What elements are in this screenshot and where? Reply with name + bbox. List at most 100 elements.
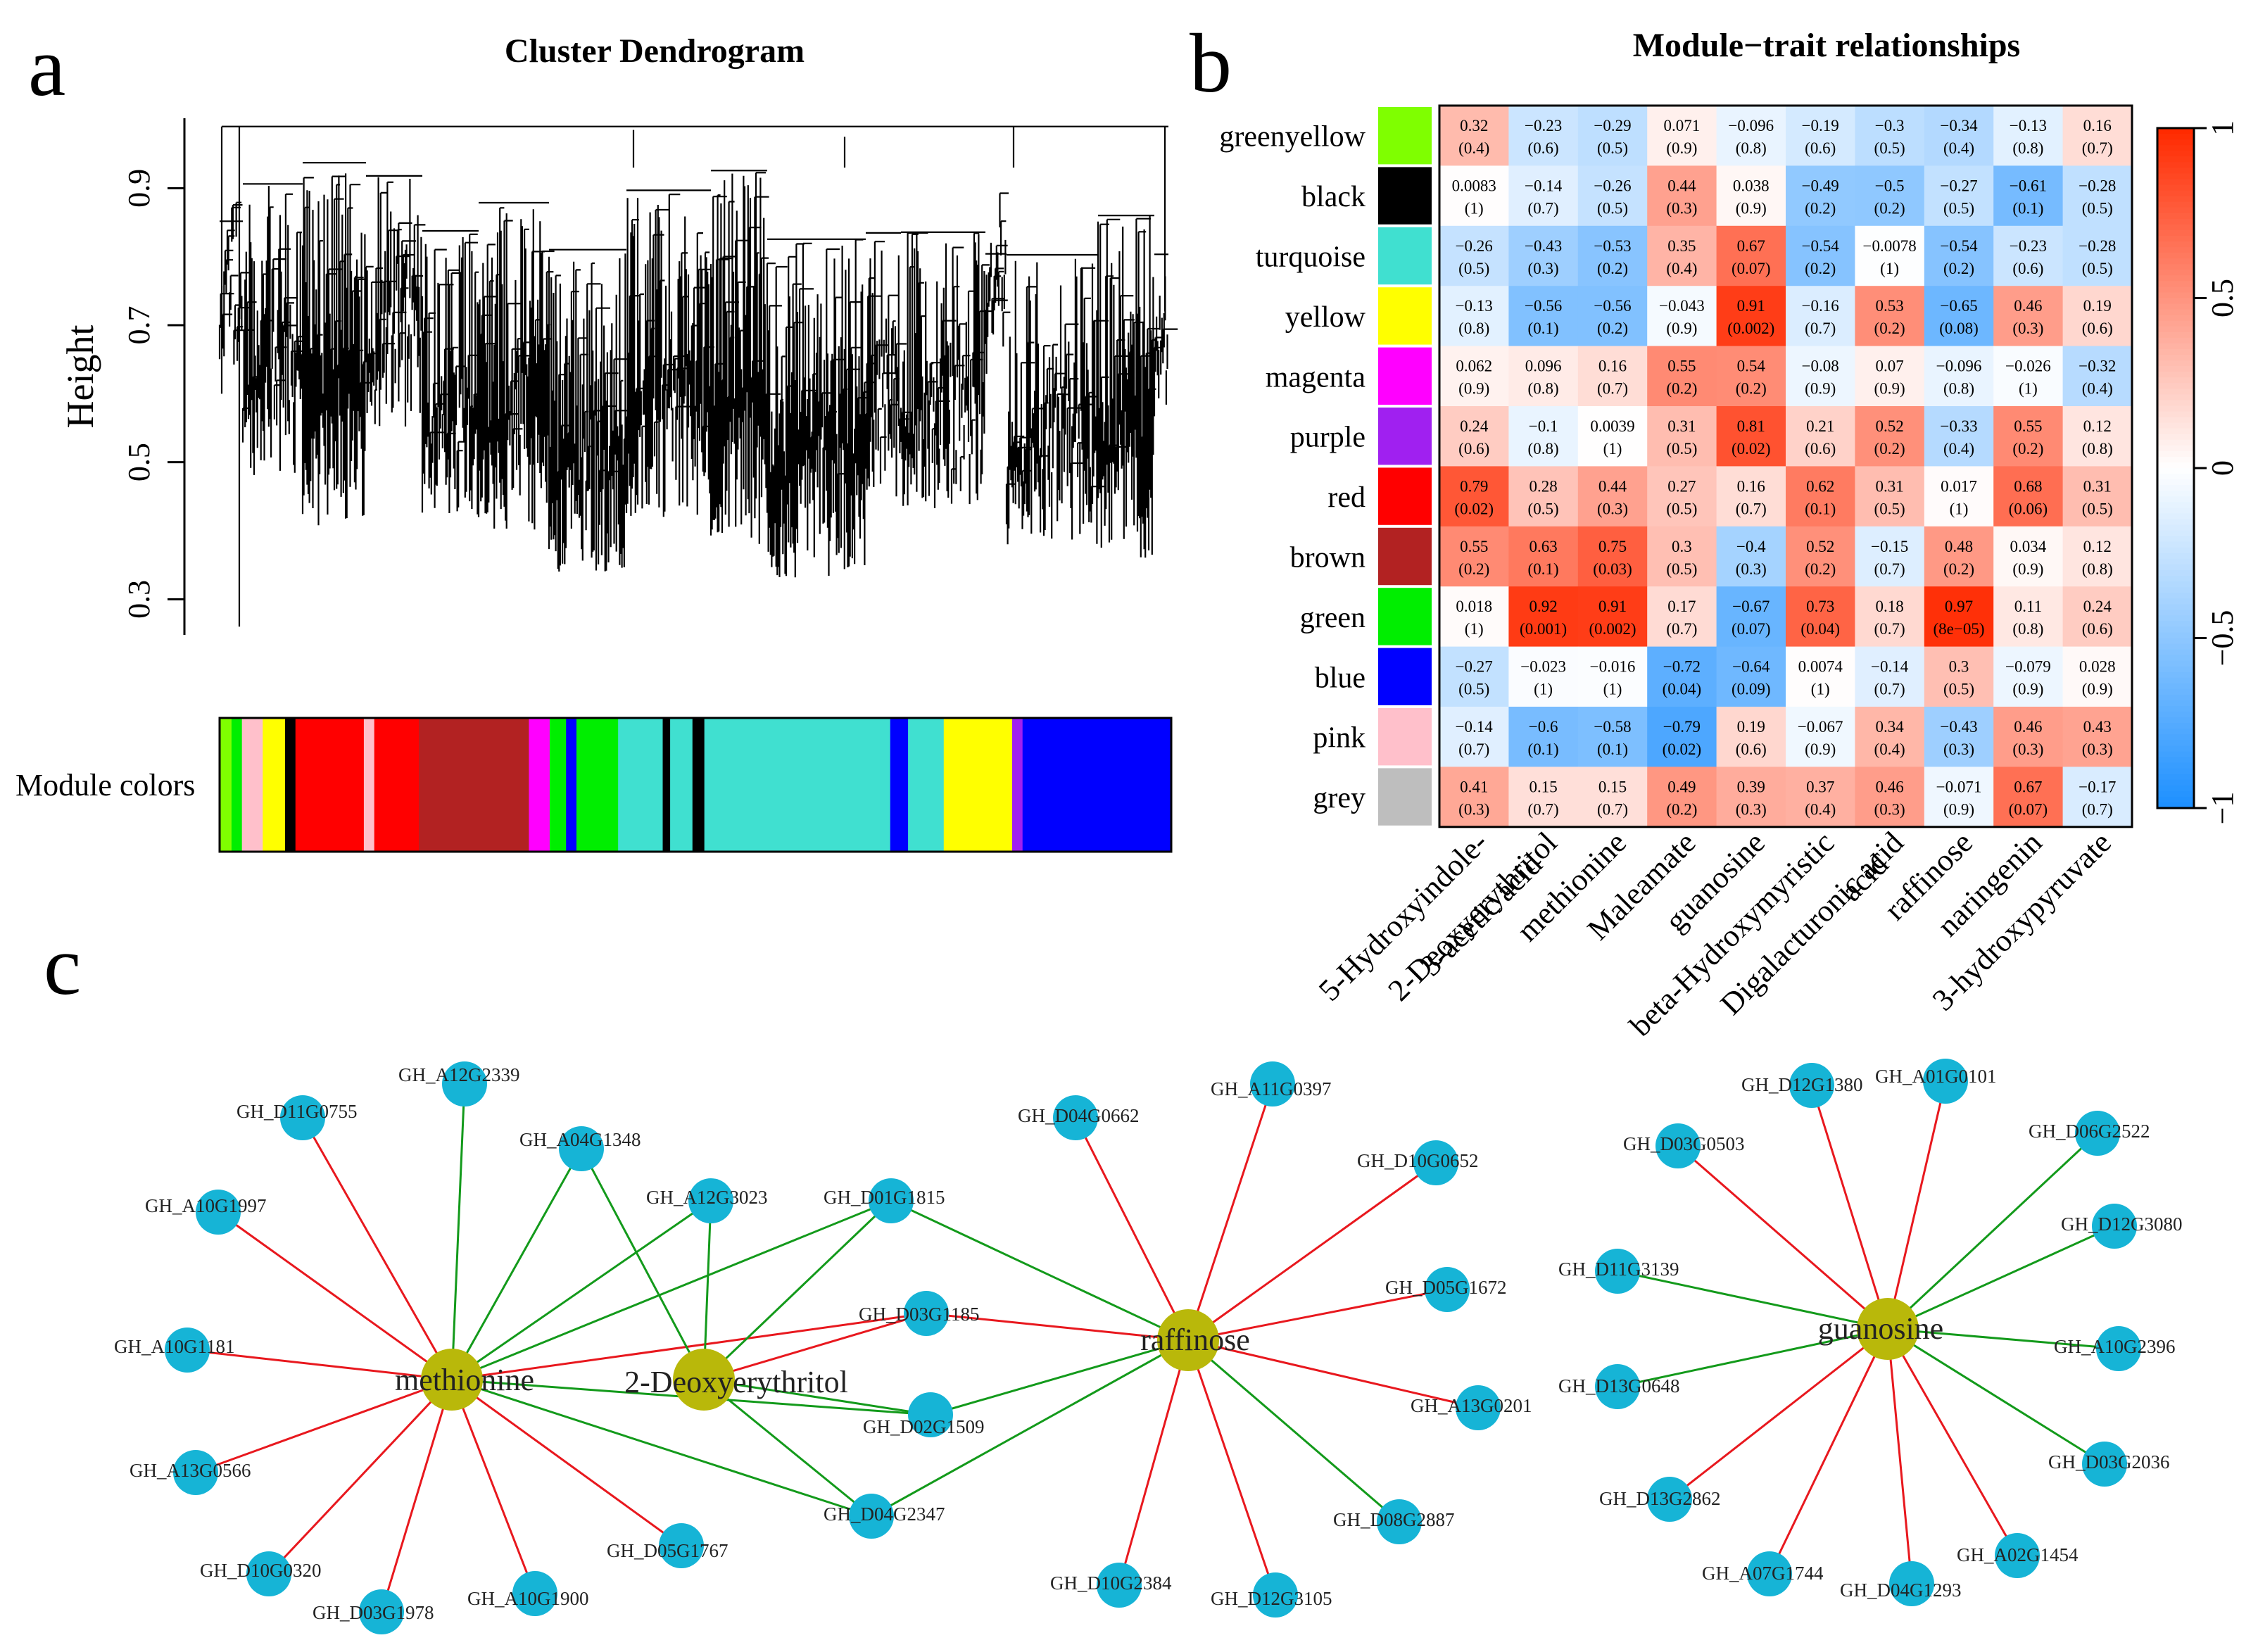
- module-color-segment: [263, 718, 286, 852]
- cell-correlation-label: −0.56: [1525, 297, 1562, 315]
- colorbar-step: [2157, 643, 2194, 650]
- cell-correlation-label: 0.67: [1737, 237, 1765, 255]
- cell-pvalue-label: (0.7): [1805, 320, 1836, 337]
- heatmap-cell: [1716, 646, 1786, 707]
- cell-correlation-label: 0.19: [2083, 297, 2112, 315]
- network-edge-negative: [1887, 1225, 2115, 1330]
- heatmap-cell: [1924, 106, 1994, 166]
- network-edge-positive: [187, 1349, 453, 1381]
- colorbar-step: [2157, 655, 2194, 662]
- colorbar-step: [2157, 762, 2194, 769]
- colorbar-step: [2157, 332, 2194, 339]
- heatmap-cell: [1993, 707, 2064, 767]
- network-edge-positive: [451, 1378, 682, 1547]
- cell-correlation-label: 0.34: [1875, 718, 1904, 736]
- cell-pvalue-label: (0.8): [1528, 380, 1559, 398]
- colorbar-step: [2157, 173, 2194, 180]
- cell-pvalue-label: (0.2): [1666, 380, 1697, 398]
- cell-pvalue-label: (0.3): [1597, 500, 1628, 517]
- heatmap-cell: [2062, 466, 2133, 527]
- network-edge-negative: [703, 1378, 931, 1416]
- cell-pvalue-label: (0.4): [1458, 139, 1489, 157]
- cell-correlation-label: −0.53: [1594, 237, 1631, 255]
- heatmap-cell: [1577, 767, 1648, 828]
- heatmap-cell: [1716, 286, 1786, 347]
- cell-correlation-label: 0.54: [1737, 358, 1766, 375]
- colorbar-step: [2157, 196, 2194, 203]
- cell-correlation-label: 0.49: [1667, 778, 1696, 795]
- module-swatch: [1378, 167, 1432, 225]
- gene-label: GH_D03G1978: [313, 1602, 434, 1623]
- colorbar-step: [2157, 660, 2194, 667]
- colorbar-step: [2157, 513, 2194, 520]
- gene-node: [1097, 1563, 1142, 1608]
- heatmap-cell: [1439, 286, 1509, 347]
- module-label: red: [1327, 481, 1365, 514]
- colorbar-step: [2157, 706, 2194, 713]
- cell-correlation-label: −0.096: [1728, 117, 1774, 134]
- cell-pvalue-label: (0.9): [1805, 740, 1836, 758]
- module-label: purple: [1290, 422, 1365, 454]
- gene-label: GH_D11G3139: [1558, 1259, 1679, 1280]
- gene-label: GH_D10G0652: [1357, 1150, 1479, 1171]
- heatmap-cell: [1855, 526, 1925, 587]
- cell-pvalue-label: (0.3): [2012, 740, 2043, 758]
- network-labels: GH_D11G0755 GH_A12G2339 GH_A04G1348 GH_A12G…: [114, 1064, 2183, 1623]
- cell-correlation-label: 0.24: [1460, 417, 1489, 435]
- cell-correlation-label: 0.15: [1529, 778, 1557, 795]
- cell-correlation-label: 0.12: [2083, 417, 2112, 435]
- heatmap-cell: [1577, 646, 1648, 707]
- heatmap-cell: [1508, 406, 1579, 467]
- gene-node: [2092, 1204, 2137, 1249]
- gene-label: GH_D08G2887: [1333, 1509, 1455, 1530]
- cell-correlation-label: 0.44: [1667, 177, 1696, 194]
- heatmap-cell: [1577, 526, 1648, 587]
- heatmap-cell: [1786, 106, 1855, 166]
- cell-pvalue-label: (0.7): [1528, 800, 1559, 818]
- network-edge-positive: [195, 1378, 453, 1474]
- cell-correlation-label: −0.023: [1520, 658, 1566, 676]
- cell-pvalue-label: (0.7): [1597, 380, 1628, 398]
- cell-pvalue-label: (1): [1603, 681, 1622, 698]
- module-label: greenyellow: [1219, 121, 1365, 153]
- heatmap-cell: [1508, 646, 1579, 707]
- cell-pvalue-label: (0.2): [1458, 560, 1489, 578]
- colorbar-step: [2157, 320, 2194, 327]
- heatmap-cell: [2062, 346, 2133, 407]
- module-color-segment: [908, 718, 945, 852]
- heatmap-cell: [1439, 406, 1509, 467]
- gene-label: GH_D05G1672: [1385, 1277, 1507, 1298]
- colorbar-step: [2157, 575, 2194, 582]
- colorbar-step: [2157, 417, 2194, 424]
- module-color-segment: [363, 718, 375, 852]
- cell-correlation-label: −0.15: [1871, 538, 1908, 555]
- cell-pvalue-label: (0.09): [1732, 681, 1771, 698]
- colorbar-step: [2157, 151, 2194, 158]
- dendrogram-title: Cluster Dendrogram: [505, 32, 805, 70]
- colorbar-step: [2157, 768, 2194, 775]
- cell-pvalue-label: (0.02): [1663, 740, 1702, 758]
- cell-correlation-label: 0.52: [1875, 417, 1903, 435]
- panel-label-c: c: [44, 919, 81, 1012]
- heatmap-cell: [1924, 586, 1994, 648]
- heatmap-cell: [1786, 406, 1855, 467]
- gene-label: GH_A10G1900: [467, 1588, 589, 1609]
- cell-pvalue-label: (0.6): [2012, 260, 2043, 277]
- gene-node: [2082, 1442, 2127, 1487]
- module-swatch: [1378, 708, 1432, 766]
- cell-correlation-label: −0.58: [1594, 718, 1631, 736]
- colorbar-step: [2157, 383, 2194, 390]
- cell-correlation-label: 0.0083: [1452, 177, 1496, 194]
- cell-pvalue-label: (1): [2019, 380, 2038, 398]
- gene-node: [165, 1328, 210, 1373]
- dendrogram-branches: [218, 125, 1178, 627]
- colorbar-step: [2157, 688, 2194, 695]
- gene-node: [688, 1178, 733, 1223]
- cell-pvalue-label: (0.2): [1805, 199, 1836, 217]
- heatmap-cell: [1577, 165, 1648, 227]
- gene-label: GH_A07G1744: [1702, 1563, 1824, 1584]
- colorbar-step: [2157, 337, 2194, 344]
- cell-correlation-label: −0.23: [2010, 237, 2047, 255]
- network-edge-negative: [1617, 1328, 1888, 1388]
- heatmap-cell: [1716, 526, 1786, 587]
